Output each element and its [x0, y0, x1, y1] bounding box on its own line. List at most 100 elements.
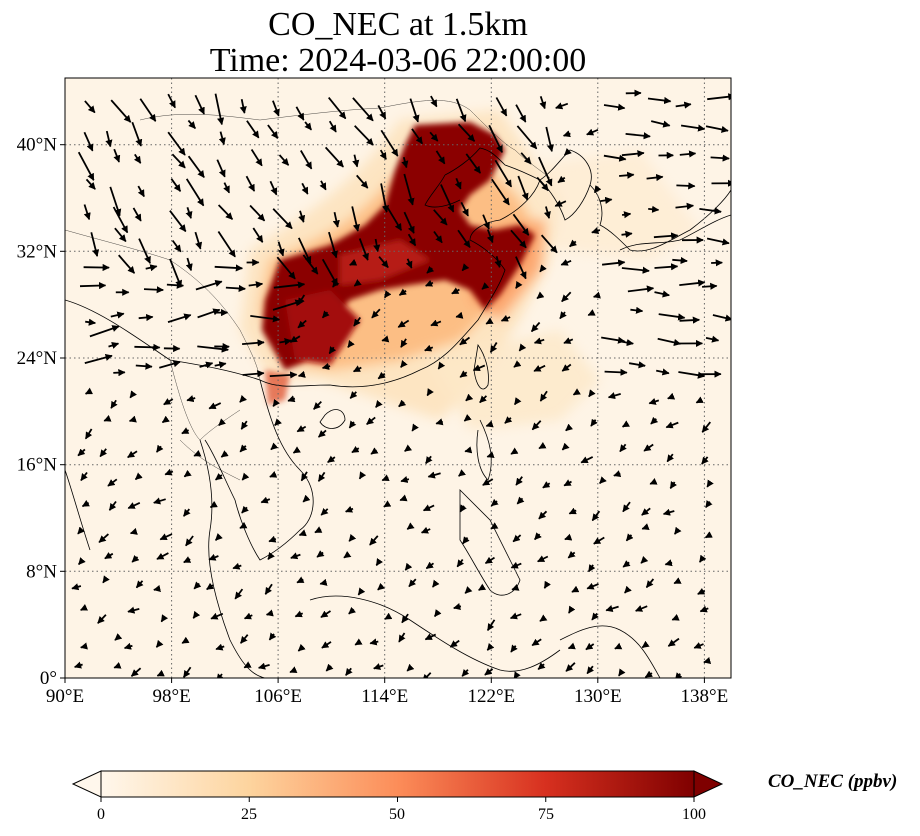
- wind-arrow: [375, 558, 384, 566]
- colorbar: [71, 770, 724, 802]
- wind-arrow: [343, 550, 352, 559]
- wind-arrow: [648, 398, 660, 405]
- wind-arrow: [103, 414, 112, 422]
- wind-arrow: [269, 470, 278, 478]
- wind-arrow: [277, 241, 285, 257]
- wind-arrow: [568, 507, 577, 515]
- wind-arrow: [482, 214, 490, 230]
- wind-arrow: [181, 636, 190, 644]
- wind-arrow: [409, 98, 420, 123]
- wind-arrow: [128, 415, 137, 423]
- wind-arrow: [193, 581, 202, 590]
- wind-arrow: [214, 533, 223, 541]
- wind-arrow: [454, 177, 462, 190]
- wind-arrow: [449, 639, 460, 648]
- wind-arrow: [675, 101, 692, 109]
- wind-arrow: [486, 451, 495, 459]
- wind-arrow: [138, 313, 154, 322]
- wind-arrow: [563, 479, 572, 487]
- wind-arrow: [531, 638, 542, 647]
- wind-arrow: [538, 510, 548, 520]
- wind-arrow: [621, 150, 645, 158]
- wind-arrow: [129, 390, 137, 399]
- wind-arrow: [510, 447, 519, 455]
- lat-tick-label: 40°N: [17, 135, 58, 156]
- wind-arrow: [354, 638, 363, 646]
- wind-arrow: [411, 423, 419, 432]
- wind-arrow: [294, 610, 304, 618]
- wind-arrow: [628, 361, 646, 369]
- wind-arrow: [672, 256, 688, 265]
- wind-arrow: [516, 125, 538, 150]
- wind-arrow: [705, 500, 713, 508]
- wind-arrow: [208, 402, 222, 410]
- wind-arrow: [289, 666, 298, 674]
- wind-arrow: [297, 237, 312, 264]
- wind-arrow: [321, 641, 332, 649]
- wind-arrow: [585, 642, 595, 651]
- wind-arrow: [571, 585, 580, 593]
- wind-arrow: [702, 282, 718, 290]
- wind-arrow: [185, 535, 194, 547]
- wind-arrow: [533, 337, 545, 345]
- wind-arrow: [599, 476, 607, 485]
- co-field-high: [262, 122, 535, 405]
- wind-arrow: [110, 99, 132, 123]
- wind-arrow: [349, 391, 358, 399]
- wind-arrow: [89, 325, 120, 338]
- wind-arrow: [272, 398, 280, 407]
- wind-arrow: [586, 665, 595, 675]
- wind-arrow: [321, 362, 331, 370]
- wind-arrow: [621, 211, 632, 219]
- wind-arrow: [381, 335, 390, 343]
- wind-arrow: [167, 131, 186, 156]
- wind-arrow: [679, 150, 697, 158]
- wind-arrow: [545, 126, 554, 153]
- lat-tick-labels: 0° 8°N 16°N 24°N 32°N 40°N: [17, 135, 58, 689]
- wind-arrow: [358, 471, 367, 480]
- wind-vectors: [71, 89, 731, 678]
- wind-arrow: [314, 526, 323, 534]
- wind-arrow: [398, 288, 407, 296]
- wind-arrow: [383, 290, 392, 299]
- wind-arrow: [317, 471, 326, 482]
- wind-arrow: [272, 208, 293, 230]
- wind-arrow: [129, 527, 138, 535]
- wind-arrow: [320, 610, 331, 618]
- wind-arrow: [239, 521, 248, 529]
- wind-arrow: [215, 643, 225, 651]
- wind-arrow: [536, 176, 549, 192]
- wind-arrow: [563, 148, 572, 156]
- wind-arrow: [208, 553, 219, 561]
- wind-arrow: [98, 533, 109, 543]
- wind-arrow: [85, 178, 96, 190]
- wind-arrow: [472, 364, 486, 372]
- colorbar-tick-label: 100: [682, 806, 706, 823]
- wind-arrow: [401, 156, 409, 169]
- wind-arrow: [345, 667, 353, 676]
- wind-arrow: [77, 526, 85, 535]
- wind-arrow: [563, 337, 574, 344]
- wind-arrow: [590, 418, 598, 427]
- wind-arrow: [400, 360, 408, 368]
- wind-arrow: [539, 614, 548, 622]
- wind-arrow: [80, 604, 89, 611]
- wind-arrow: [104, 552, 114, 560]
- wind-arrow: [97, 614, 107, 624]
- wind-arrow: [676, 182, 696, 190]
- lat-tick-label: 16°N: [17, 455, 58, 476]
- wind-arrow: [567, 550, 576, 559]
- wind-arrow: [156, 669, 165, 677]
- wind-arrow: [84, 428, 93, 440]
- wind-arrow: [622, 501, 631, 513]
- wind-arrow: [194, 231, 203, 250]
- wind-arrow: [304, 121, 313, 131]
- wind-arrow: [559, 311, 567, 320]
- wind-arrow: [300, 150, 313, 170]
- wind-arrow: [182, 666, 192, 678]
- wind-arrow: [591, 612, 599, 621]
- wind-arrow: [510, 561, 522, 569]
- wind-arrow: [640, 555, 649, 564]
- wind-arrow: [567, 642, 576, 650]
